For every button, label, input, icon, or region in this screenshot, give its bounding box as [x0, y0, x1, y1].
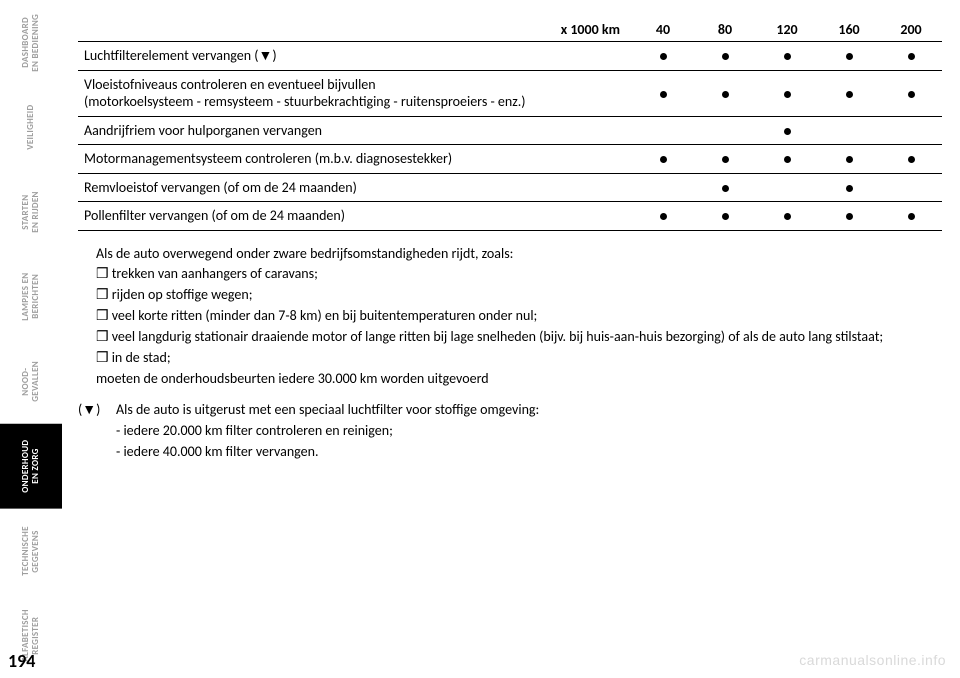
dot-icon: [784, 53, 791, 60]
dot-cell: [880, 145, 942, 174]
dot-cell: [694, 145, 756, 174]
table-col-0: 40: [632, 18, 694, 42]
dot-cell: [756, 42, 818, 71]
dot-icon: [722, 213, 729, 220]
tab-technische[interactable]: TECHNISCHE GEGEVENS: [0, 509, 62, 594]
dot-cell: [632, 173, 694, 202]
table-col-1: 80: [694, 18, 756, 42]
content: x 1000 km 40 80 120 160 200 Luchtfiltere…: [78, 18, 942, 463]
notes-bullet: veel korte ritten (minder dan 7-8 km) en…: [78, 307, 942, 326]
dot-cell: [694, 202, 756, 231]
table-col-4: 200: [880, 18, 942, 42]
dot-icon: [846, 91, 853, 98]
dot-icon: [660, 91, 667, 98]
tab-veiligheid[interactable]: VEILIGHEID: [0, 85, 62, 170]
dot-icon: [908, 156, 915, 163]
dot-cell: [756, 202, 818, 231]
dot-cell: [818, 173, 880, 202]
dot-cell: [694, 116, 756, 145]
dot-cell: [818, 42, 880, 71]
dot-icon: [784, 128, 791, 135]
dot-cell: [694, 70, 756, 116]
dot-cell: [694, 42, 756, 71]
row-label: Pollenfilter vervangen (of om de 24 maan…: [78, 202, 632, 231]
page-number: 194: [8, 650, 35, 672]
dot-cell: [818, 202, 880, 231]
dot-cell: [632, 42, 694, 71]
dot-icon: [660, 156, 667, 163]
notes-bullet: veel langdurig stationair draaiende moto…: [78, 328, 942, 347]
notes-block: Als de auto overwegend onder zware bedri…: [78, 245, 942, 464]
dot-icon: [722, 185, 729, 192]
footnote-mark: (▼): [78, 401, 116, 464]
table-header-label: x 1000 km: [78, 18, 632, 42]
dot-icon: [660, 53, 667, 60]
dot-icon: [846, 156, 853, 163]
dot-cell: [632, 145, 694, 174]
table-row: Pollenfilter vervangen (of om de 24 maan…: [78, 202, 942, 231]
footnote-line-0: Als de auto is uitgerust met een speciaa…: [116, 401, 942, 420]
dot-cell: [756, 173, 818, 202]
dot-cell: [818, 70, 880, 116]
table-row: Remvloeistof vervangen (of om de 24 maan…: [78, 173, 942, 202]
dot-cell: [632, 70, 694, 116]
table-row: Luchtfilterelement vervangen (▼): [78, 42, 942, 71]
notes-outro: moeten de onderhoudsbeurten iedere 30.00…: [78, 370, 942, 389]
table-row: Aandrijfriem voor hulporganen vervangen: [78, 116, 942, 145]
dot-icon: [660, 213, 667, 220]
notes-intro: Als de auto overwegend onder zware bedri…: [78, 245, 942, 264]
tab-nood[interactable]: NOOD- GEVALLEN: [0, 339, 62, 424]
dot-icon: [846, 53, 853, 60]
tab-onderhoud[interactable]: ONDERHOUD EN ZORG: [0, 424, 62, 509]
table-row: Motormanagementsysteem controleren (m.b.…: [78, 145, 942, 174]
dot-icon: [784, 213, 791, 220]
dot-cell: [756, 70, 818, 116]
dot-icon: [846, 213, 853, 220]
notes-bullet: in de stad;: [78, 349, 942, 368]
dot-icon: [908, 53, 915, 60]
dot-cell: [880, 70, 942, 116]
dot-cell: [756, 145, 818, 174]
table-col-2: 120: [756, 18, 818, 42]
footnote-line-2: - iedere 40.000 km filter vervangen.: [116, 443, 942, 462]
row-label: Remvloeistof vervangen (of om de 24 maan…: [78, 173, 632, 202]
dot-icon: [784, 156, 791, 163]
dot-cell: [632, 202, 694, 231]
notes-bullet: rijden op stoffige wegen;: [78, 286, 942, 305]
table-row: Vloeistofniveaus controleren en eventuee…: [78, 70, 942, 116]
dot-icon: [784, 91, 791, 98]
table-col-3: 160: [818, 18, 880, 42]
row-label: Aandrijfriem voor hulporganen vervangen: [78, 116, 632, 145]
dot-icon: [908, 91, 915, 98]
row-label: Motormanagementsysteem controleren (m.b.…: [78, 145, 632, 174]
dot-icon: [908, 213, 915, 220]
footnote: (▼) Als de auto is uitgerust met een spe…: [78, 401, 942, 464]
dot-icon: [722, 53, 729, 60]
dot-icon: [722, 156, 729, 163]
watermark: carmanualsonline.info: [799, 652, 946, 668]
row-label: Luchtfilterelement vervangen (▼): [78, 42, 632, 71]
tab-starten[interactable]: STARTEN EN RIJDEN: [0, 170, 62, 255]
footnote-line-1: - iedere 20.000 km filter controleren en…: [116, 422, 942, 441]
maintenance-table: x 1000 km 40 80 120 160 200 Luchtfiltere…: [78, 18, 942, 231]
dot-cell: [818, 145, 880, 174]
dot-cell: [880, 116, 942, 145]
dot-icon: [846, 185, 853, 192]
dot-cell: [632, 116, 694, 145]
notes-bullet: trekken van aanhangers of caravans;: [78, 265, 942, 284]
dot-cell: [880, 202, 942, 231]
dot-cell: [880, 173, 942, 202]
dot-cell: [880, 42, 942, 71]
dot-cell: [756, 116, 818, 145]
sidebar: DASHBOARD EN BEDIENING VEILIGHEID STARTE…: [0, 0, 62, 678]
tab-dashboard[interactable]: DASHBOARD EN BEDIENING: [0, 0, 62, 85]
dot-cell: [818, 116, 880, 145]
dot-cell: [694, 173, 756, 202]
row-label: Vloeistofniveaus controleren en eventuee…: [78, 70, 632, 116]
tab-lampjes[interactable]: LAMPJES EN BERICHTEN: [0, 254, 62, 339]
dot-icon: [722, 91, 729, 98]
